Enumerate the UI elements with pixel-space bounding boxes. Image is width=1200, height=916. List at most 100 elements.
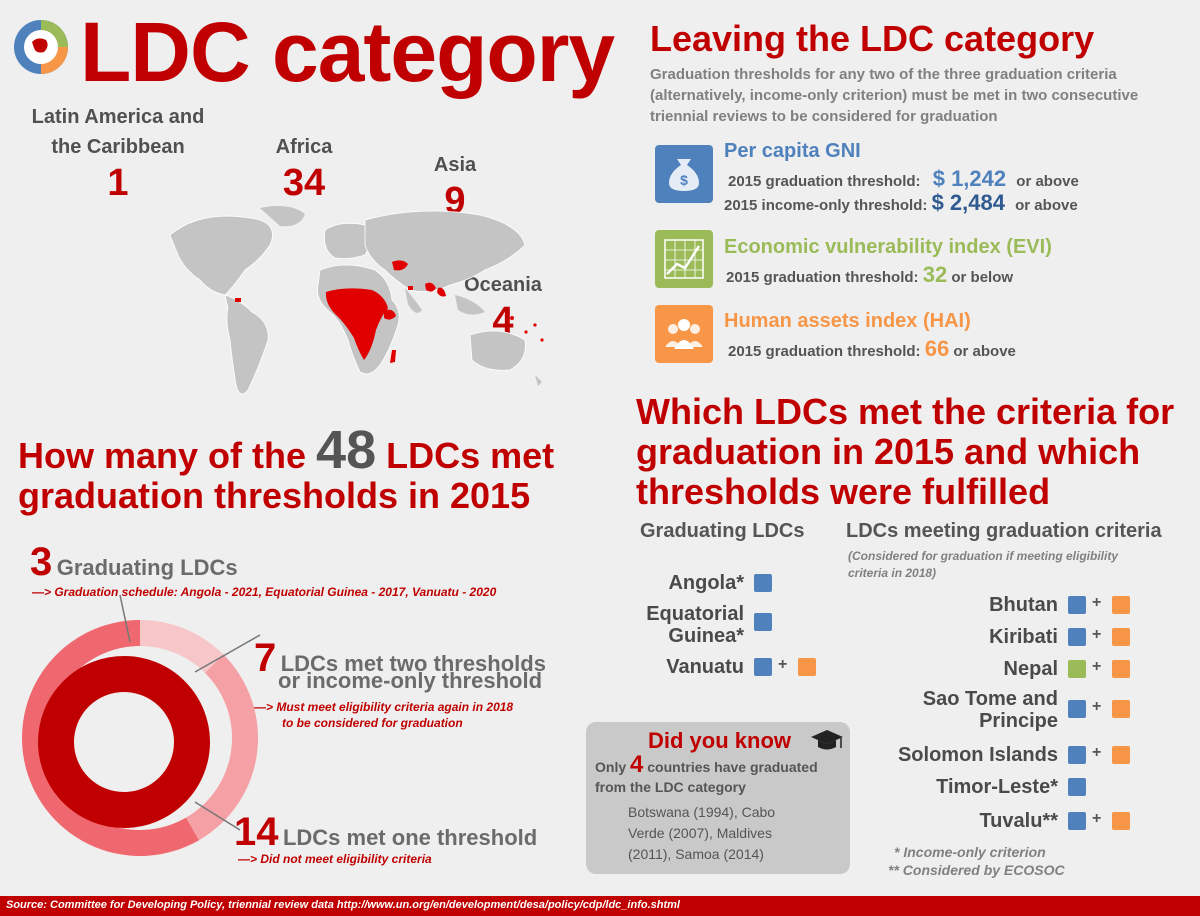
stat-label: LDCs met one threshold [282, 825, 538, 850]
how-many-line1-pre: How many of the [18, 435, 317, 476]
hai-icon [1112, 812, 1130, 830]
gni-line2: 2015 income-only threshold: $ 2,484 or a… [724, 190, 1078, 216]
leaving-description: Graduation thresholds for any two of the… [650, 66, 1139, 125]
plus-sign: + [1092, 810, 1102, 827]
stat-one-threshold: 14 LDCs met one threshold [234, 810, 537, 855]
graduated-list-line3: (2011), Samoa (2014) [628, 846, 764, 862]
footnote-ecosoc: ** Considered by ECOSOC [888, 862, 1065, 878]
stat-note-line2: to be considered for graduation [282, 716, 463, 730]
donut-segment [186, 654, 258, 841]
did-you-know-text: Only 4 countries have graduated [595, 753, 818, 777]
region-latin-america: Latin America and the Caribbean 1 [18, 102, 218, 205]
country-timor-leste: Timor-Leste* [936, 776, 1058, 798]
plus-sign: + [778, 656, 788, 673]
country-sao-tome-line2: Principe [979, 710, 1058, 732]
country-bhutan: Bhutan [989, 594, 1058, 616]
hai-line1-value: 66 [924, 336, 950, 361]
region-name: Asia [433, 154, 477, 176]
stat-note: —> Did not meet eligibility criteria [238, 852, 432, 866]
gni-icon [1068, 596, 1086, 614]
money-bag-icon: $ [655, 145, 713, 203]
stat-label: Graduating LDCs [56, 555, 238, 580]
gni-icon [1068, 746, 1086, 764]
gni-icon [754, 613, 772, 631]
region-name: Oceania [464, 274, 542, 296]
did-you-know-text2: from the LDC category [595, 779, 746, 795]
gni-icon [1068, 812, 1086, 830]
meeting-criteria-note: (Considered for graduation if meeting el… [848, 549, 1119, 580]
graduated-count: 4 [630, 751, 644, 778]
plus-sign: + [1092, 698, 1102, 715]
region-name-line2: the Caribbean [51, 136, 185, 158]
graduated-list-line1: Botswana (1994), Cabo [628, 804, 776, 820]
stat-label: LDCs met two thresholds [280, 651, 546, 676]
graduation-cap-icon [810, 726, 844, 761]
evi-line1: 2015 graduation threshold: 32 or below [726, 262, 1013, 288]
country-angola: Angola* [668, 572, 744, 594]
gni-line2-value: $ 2,484 [931, 190, 1005, 215]
graduating-ldcs-heading: Graduating LDCs [640, 520, 805, 542]
hai-line1-label: 2015 graduation threshold: [728, 343, 921, 360]
stat-number: 7 [254, 636, 277, 680]
did-you-know-box: Did you know Only 4 countries have gradu… [586, 722, 850, 874]
region-count: 1 [107, 162, 129, 204]
stat-number: 14 [234, 810, 279, 854]
country-vanuatu: Vanuatu [666, 656, 744, 678]
country-nepal: Nepal [1003, 658, 1058, 680]
how-many-heading: How many of the 48 LDCs met graduation t… [18, 423, 578, 516]
plus-sign: + [1092, 744, 1102, 761]
people-group-icon [655, 305, 713, 363]
stat-graduating: 3 Graduating LDCs [30, 540, 238, 585]
hai-icon [1112, 746, 1130, 764]
gni-icon [1068, 628, 1086, 646]
footnote-income-only: * Income-only criterion [894, 844, 1046, 860]
stat-note: —> Must meet eligibility criteria again … [254, 700, 514, 714]
country-sao-tome: Sao Tome and [922, 688, 1058, 710]
gni-icon [1068, 778, 1086, 796]
stat-label-line2: or income-only threshold [278, 668, 543, 693]
gni-icon [754, 658, 772, 676]
gni-line2-label: 2015 income-only threshold: [724, 197, 928, 214]
region-count: 34 [282, 162, 326, 204]
gni-line1-value: $ 1,242 [932, 166, 1007, 191]
stat-note: —> Graduation schedule: Angola - 2021, E… [32, 585, 497, 599]
connector-lines [119, 594, 261, 831]
gni-line1-label: 2015 graduation threshold: [728, 173, 921, 190]
source-note: Source: Committee for Developing Policy,… [6, 899, 680, 911]
country-tuvalu: Tuvalu** [979, 810, 1058, 832]
gni-title: Per capita GNI [724, 140, 861, 162]
evi-line1-label: 2015 graduation threshold: [726, 269, 919, 286]
donut-segment [140, 620, 224, 673]
chart-grid-icon [655, 230, 713, 288]
how-many-line1-post: LDCs met [376, 435, 555, 476]
gni-line1: 2015 graduation threshold: $ 1,242 or ab… [728, 166, 1079, 192]
did-you-know-title: Did you know [648, 728, 791, 753]
meeting-criteria-heading: LDCs meeting graduation criteria [846, 520, 1162, 542]
region-name: Africa [275, 136, 333, 158]
graduated-list-line2: Verde (2007), Maldives [628, 825, 772, 841]
hai-icon [798, 658, 816, 676]
stat-two-thresholds: 7 LDCs met two thresholds [254, 636, 546, 681]
region-africa: Africa 34 [254, 132, 354, 205]
graduated-list: Botswana (1994), Cabo Verde (2007), Mald… [628, 802, 775, 865]
evi-title: Economic vulnerability index (EVI) [724, 236, 1052, 258]
gni-line2-suffix: or above [1015, 197, 1078, 214]
gni-icon [754, 574, 772, 592]
did-you-know-text-pre: Only [595, 759, 631, 775]
evi-line1-suffix: or below [951, 269, 1014, 286]
donut-inner-ring [38, 656, 210, 828]
donut-chart [20, 618, 260, 858]
plus-sign: + [1092, 626, 1102, 643]
gni-line1-suffix: or above [1016, 173, 1079, 190]
which-ldcs-heading: Which LDCs met the criteria for graduati… [636, 391, 1175, 512]
ldc-total-number: 48 [316, 420, 377, 480]
plus-sign: + [1092, 658, 1102, 675]
region-name: Latin America and [31, 106, 205, 128]
did-you-know-text-post: countries have graduated [643, 759, 818, 775]
evi-line1-value: 32 [922, 262, 948, 287]
country-solomon-islands: Solomon Islands [897, 744, 1058, 766]
hai-line1: 2015 graduation threshold: 66 or above [728, 336, 1016, 362]
svg-text:$: $ [680, 172, 688, 188]
hai-icon [1112, 700, 1130, 718]
hai-icon [1112, 628, 1130, 646]
